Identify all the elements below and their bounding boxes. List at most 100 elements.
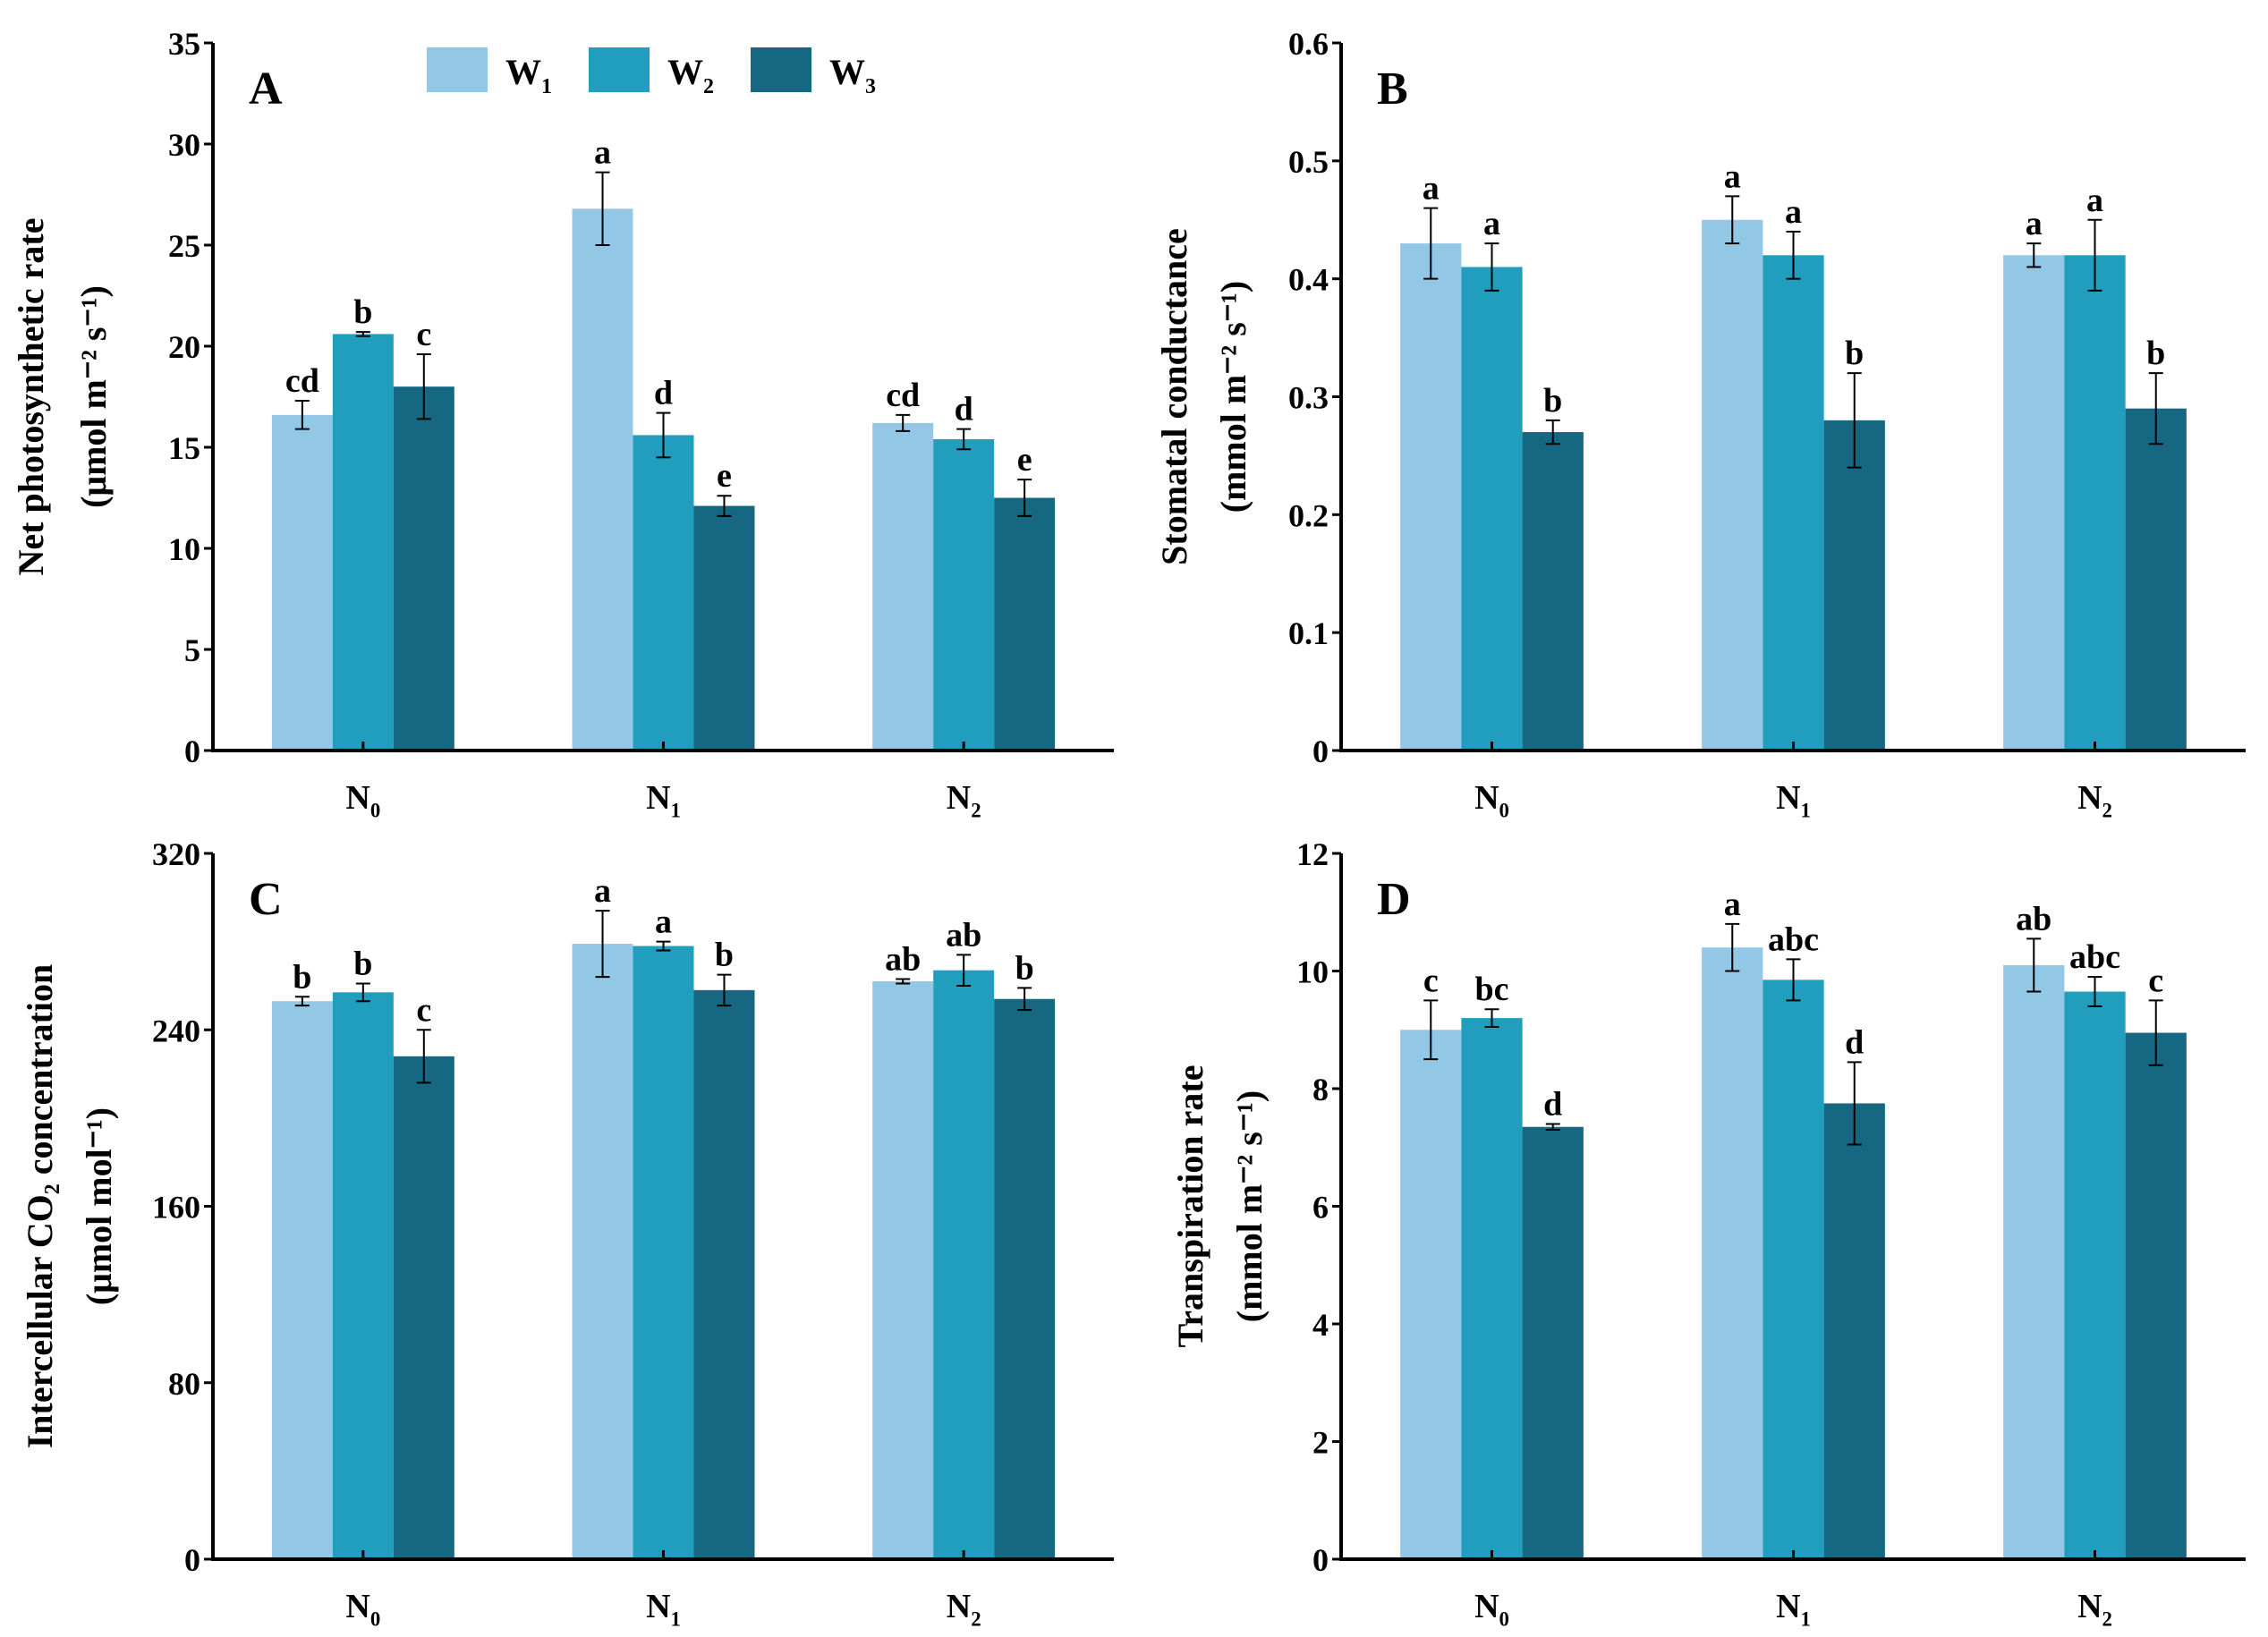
legend-label: W2 bbox=[667, 52, 714, 98]
x-tick-label: N2 bbox=[2077, 779, 2112, 822]
y-tick-label: 0.4 bbox=[1288, 262, 1329, 298]
x-tick-label-sub: 0 bbox=[1499, 800, 1509, 822]
significance-letter: b bbox=[353, 293, 372, 331]
y-tick-label: 0 bbox=[184, 1542, 200, 1578]
bar-W2-2 bbox=[933, 438, 995, 751]
x-tick-label: N0 bbox=[1474, 779, 1509, 822]
y-tick-label: 0.5 bbox=[1288, 144, 1329, 180]
bar-W1-0 bbox=[1400, 1030, 1462, 1559]
y-axis-label: Net photosynthetic rate bbox=[11, 218, 51, 576]
x-tick-label: N1 bbox=[646, 779, 681, 822]
bar-W2-1 bbox=[633, 435, 694, 751]
x-tick-label-base: N bbox=[646, 779, 670, 817]
chart-panel-B: a aaa a abb b00.10.20.30.40.50.6N0 N1 N2Stomat… bbox=[1154, 26, 2246, 822]
bar-W2-1 bbox=[1763, 255, 1824, 751]
bar-W1-0 bbox=[271, 1001, 333, 1559]
significance-letter: e bbox=[717, 457, 732, 495]
x-tick-label-base: N bbox=[1474, 1588, 1499, 1625]
x-tick-label-base: N bbox=[2077, 779, 2102, 817]
bar-W3-2 bbox=[994, 998, 1056, 1559]
y-tick-label: 6 bbox=[1312, 1190, 1329, 1226]
x-tick-label: N0 bbox=[345, 1588, 380, 1631]
significance-letter: b bbox=[353, 945, 372, 982]
x-tick-label: N1 bbox=[1776, 779, 1811, 822]
bar-W3-1 bbox=[1823, 1103, 1885, 1559]
bar-W1-1 bbox=[572, 944, 633, 1559]
legend-label-base: W bbox=[829, 52, 865, 92]
significance-letter: a bbox=[594, 872, 611, 910]
y-tick-label: 320 bbox=[152, 836, 200, 872]
y-tick-label: 0.6 bbox=[1288, 26, 1329, 62]
bar-W3-0 bbox=[393, 1056, 454, 1559]
bar-W1-2 bbox=[2003, 964, 2065, 1559]
x-tick-label: N1 bbox=[646, 1588, 681, 1631]
legend-swatch bbox=[589, 47, 650, 92]
y-tick-label: 0 bbox=[1312, 734, 1329, 769]
significance-letter: a bbox=[1785, 193, 1802, 231]
bar-W2-0 bbox=[1461, 267, 1523, 751]
significance-letter: cd bbox=[285, 362, 319, 400]
y-axis-label: (μmol m⁻² s⁻¹) bbox=[73, 285, 114, 508]
y-tick-label: 25 bbox=[168, 228, 200, 264]
significance-letter: b bbox=[1845, 335, 1864, 372]
significance-letter: d bbox=[1543, 1085, 1562, 1123]
legend: W1 W2 W3 bbox=[427, 47, 876, 98]
y-tick-label: 160 bbox=[152, 1190, 200, 1226]
bar-W1-1 bbox=[572, 208, 633, 751]
significance-letter: abc bbox=[2069, 938, 2120, 976]
y-tick-label: 5 bbox=[184, 632, 200, 668]
significance-letter: c bbox=[1423, 962, 1439, 999]
legend-label-sub: 1 bbox=[541, 75, 552, 98]
x-tick-label-base: N bbox=[1474, 779, 1499, 817]
x-tick-label-sub: 2 bbox=[2102, 800, 2112, 822]
x-tick-label: N2 bbox=[947, 779, 981, 822]
bar-W3-1 bbox=[693, 505, 755, 751]
x-tick-label: N1 bbox=[1776, 1588, 1811, 1631]
significance-letter: c bbox=[416, 991, 431, 1029]
bar-W1-2 bbox=[872, 981, 934, 1559]
y-tick-label: 0.1 bbox=[1288, 615, 1329, 651]
y-tick-label: 0.3 bbox=[1288, 380, 1329, 416]
bar-W1-1 bbox=[1702, 219, 1763, 751]
x-tick-label-sub: 1 bbox=[671, 1608, 681, 1631]
y-tick-label: 0 bbox=[1312, 1542, 1329, 1578]
significance-letter: a bbox=[594, 134, 611, 172]
significance-letter: b bbox=[1543, 382, 1562, 420]
y-tick-label: 30 bbox=[168, 127, 200, 163]
bar-W1-1 bbox=[1702, 947, 1763, 1559]
x-tick-label-sub: 1 bbox=[1801, 800, 1811, 822]
significance-letter: ab bbox=[885, 941, 921, 979]
x-tick-label-base: N bbox=[1776, 1588, 1800, 1625]
bar-W2-0 bbox=[332, 992, 394, 1559]
bar-W2-2 bbox=[2064, 255, 2126, 751]
significance-letter: a bbox=[655, 903, 672, 941]
significance-letter: c bbox=[416, 316, 431, 353]
y-tick-label: 10 bbox=[168, 531, 200, 567]
significance-letter: a bbox=[2086, 182, 2103, 219]
y-axis-label: (mmol m⁻² s⁻¹) bbox=[1213, 281, 1253, 513]
x-tick-label: N0 bbox=[345, 779, 380, 822]
y-tick-label: 35 bbox=[168, 26, 200, 62]
bar-W1-2 bbox=[2003, 255, 2065, 751]
bar-W2-0 bbox=[332, 334, 394, 751]
significance-letter: ab bbox=[946, 916, 981, 954]
legend-swatch bbox=[427, 47, 488, 92]
significance-letter: a bbox=[1483, 205, 1500, 242]
y-axis-label: Intercellular CO₂ concentration bbox=[20, 964, 60, 1449]
x-tick-label-base: N bbox=[947, 1588, 971, 1625]
x-tick-label-sub: 2 bbox=[971, 800, 981, 822]
significance-letter: b bbox=[2146, 335, 2165, 372]
significance-letter: a bbox=[2026, 205, 2043, 242]
bar-W3-2 bbox=[2125, 1032, 2187, 1559]
y-tick-label: 0 bbox=[184, 734, 200, 769]
panel-label: C bbox=[249, 874, 283, 925]
significance-letter: d bbox=[1845, 1023, 1864, 1061]
x-tick-label-base: N bbox=[1776, 779, 1800, 817]
x-tick-label-sub: 0 bbox=[1499, 1608, 1509, 1631]
bar-W3-0 bbox=[1522, 1126, 1584, 1559]
bar-W2-1 bbox=[633, 946, 694, 1559]
significance-letter: c bbox=[2148, 962, 2163, 999]
